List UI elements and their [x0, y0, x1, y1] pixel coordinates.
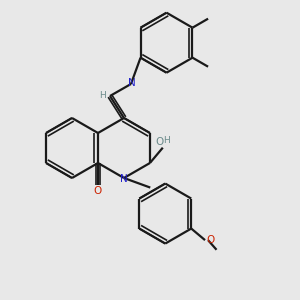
Text: O: O	[206, 235, 214, 245]
Text: N: N	[120, 174, 128, 184]
Text: H: H	[100, 91, 106, 100]
Text: N: N	[128, 78, 136, 88]
Text: O: O	[156, 137, 164, 147]
Text: O: O	[94, 185, 102, 196]
Text: H: H	[163, 136, 170, 145]
